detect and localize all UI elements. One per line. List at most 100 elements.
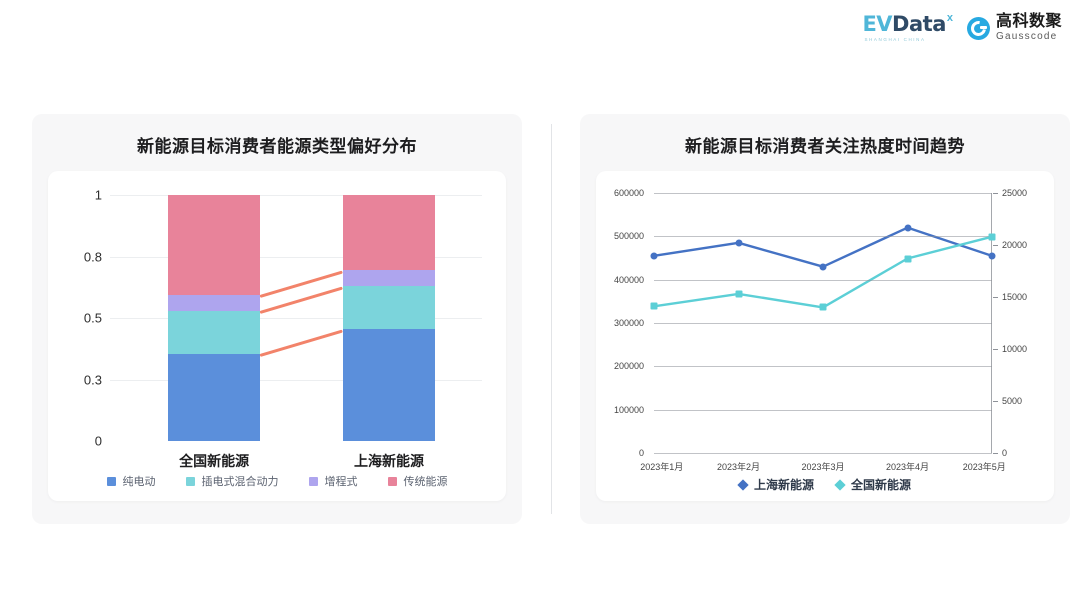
line-y-tick-left: 300000 [613, 318, 644, 328]
line-plot-area: 0 100000 200000 300000 400000 500000 600000 0 50… [614, 188, 1027, 472]
line-data-point[interactable] [735, 290, 742, 298]
line-chart-title: 新能源目标消费者关注热度时间趋势 [685, 137, 965, 156]
line-x-tick-label: 2023年2月 [716, 462, 761, 472]
gausscode-wordmark: 高科数聚 Gausscode [996, 14, 1062, 42]
legend-swatch-icon [106, 476, 116, 486]
line-y-tick-left: 200000 [613, 361, 644, 372]
line-data-point[interactable] [988, 252, 996, 260]
line-grid-line [654, 193, 992, 194]
evdata-superscript-icon: x [946, 12, 953, 24]
gausscode-circle-icon [966, 16, 990, 40]
bar-segment[interactable] [343, 329, 435, 441]
line-chart-legend: 上海新能源 全国新能源 [596, 476, 1054, 493]
bar-connector-line [259, 329, 344, 357]
line-data-point[interactable] [988, 233, 996, 241]
gausscode-logo: 高科数聚 Gausscode [966, 14, 1062, 42]
bar-segment[interactable] [343, 195, 435, 271]
bar-y-tick-label: 0 [94, 433, 102, 449]
bar-chart-plot: 0 0.3 0.5 0.8 1 全国新能源 上海新能源 纯电动 插电式混合动力 增程式 传统能源 [48, 171, 506, 501]
line-x-tick-label: 2023年1月 [640, 462, 684, 472]
evdata-tagline: SHANGHAI CHINA [864, 37, 926, 42]
line-data-point[interactable] [904, 224, 911, 232]
bar-segment[interactable] [168, 195, 261, 295]
legend-label: 传统能源 [403, 476, 448, 488]
line-data-point[interactable] [819, 263, 827, 271]
line-y-tick-left: 100000 [613, 404, 644, 415]
line-grid-line [654, 279, 992, 281]
line-data-point[interactable] [819, 303, 827, 311]
line-data-point[interactable] [650, 302, 658, 310]
legend-label: 增程式 [324, 476, 358, 488]
legend-label: 插电式混合动力 [201, 476, 279, 488]
bar-stack[interactable] [343, 195, 435, 441]
line-grid-line [654, 453, 992, 454]
legend-label: 纯电动 [122, 476, 156, 488]
bar-category-label: 全国新能源 [179, 453, 250, 469]
line-y-tick-right: 10000 [992, 344, 1028, 354]
gausscode-name-cn: 高科数聚 [995, 13, 1062, 30]
bar-y-tick-label: 0.3 [83, 372, 102, 387]
line-x-tick-label: 2023年3月 [801, 462, 845, 472]
legend-item[interactable]: 插电式混合动力 [185, 473, 279, 489]
line-y-tick-right: 5000 [992, 396, 1023, 406]
line-y-tick-right: 25000 [992, 188, 1028, 198]
legend-swatch-icon [185, 476, 195, 486]
bar-grid-line [110, 256, 482, 258]
legend-item[interactable]: 增程式 [308, 473, 358, 489]
line-right-axis [991, 193, 992, 453]
line-y-tick-right: 0 [992, 448, 1008, 458]
line-x-tick-label: 2023年5月 [962, 462, 1006, 472]
bar-grid-line [110, 195, 482, 196]
line-y-tick-left: 600000 [613, 188, 644, 198]
bar-stack[interactable] [168, 195, 261, 441]
bar-connector-line [259, 270, 344, 298]
bar-segment[interactable] [168, 294, 261, 311]
legend-swatch-icon [387, 476, 397, 486]
bar-segment[interactable] [168, 310, 261, 354]
legend-marker-icon [834, 478, 846, 491]
card-line-chart: 新能源目标消费者关注热度时间趋势 0 100000 200000 300000 4000… [580, 114, 1070, 524]
line-grid-line [654, 236, 992, 238]
bar-y-tick-label: 0.8 [83, 249, 102, 264]
line-x-tick-label: 2023年4月 [885, 462, 930, 472]
legend-swatch-icon [308, 476, 318, 486]
evdata-logo: EV Data x SHANGHAI CHINA [862, 12, 953, 42]
legend-item[interactable]: 上海新能源 [737, 476, 814, 493]
bar-plot-area: 0 0.3 0.5 0.8 1 全国新能源 上海新能源 [84, 188, 482, 469]
legend-label: 全国新能源 [851, 478, 912, 492]
line-data-point[interactable] [904, 255, 911, 263]
evdata-suffix: Data [892, 12, 946, 36]
evdata-wordmark: EV Data x [862, 12, 953, 36]
line-grid-line [654, 409, 992, 411]
legend-item[interactable]: 传统能源 [387, 473, 448, 489]
evdata-prefix: EV [862, 12, 893, 36]
gausscode-name-en: Gausscode [995, 31, 1058, 42]
bar-y-tick-label: 0.5 [83, 310, 102, 326]
bar-segment[interactable] [343, 270, 435, 286]
charts-container: 新能源目标消费者能源类型偏好分布 0 0.3 0.5 0.8 1 全国新能源 上海新能源 纯… [32, 114, 1070, 524]
bar-chart-legend: 纯电动 插电式混合动力 增程式 传统能源 [48, 473, 506, 489]
bar-segment[interactable] [168, 353, 261, 441]
line-grid-line [654, 323, 992, 324]
panel-divider [522, 114, 580, 524]
line-chart-plot: 0 100000 200000 300000 400000 500000 600000 0 50… [596, 171, 1054, 501]
line-y-tick-left: 0 [638, 448, 644, 458]
legend-item[interactable]: 全国新能源 [834, 476, 912, 493]
line-y-tick-right: 15000 [992, 292, 1028, 302]
line-series-path [653, 226, 993, 268]
line-data-point[interactable] [650, 252, 658, 260]
line-y-tick-right: 20000 [992, 240, 1028, 250]
line-data-point[interactable] [735, 239, 742, 247]
card-bar-chart: 新能源目标消费者能源类型偏好分布 0 0.3 0.5 0.8 1 全国新能源 上海新能源 纯… [32, 114, 522, 524]
bar-grid-line [110, 379, 482, 381]
legend-item[interactable]: 纯电动 [106, 473, 156, 489]
bar-segment[interactable] [343, 286, 435, 330]
bar-chart-title: 新能源目标消费者能源类型偏好分布 [137, 137, 417, 156]
brand-header: EV Data x SHANGHAI CHINA 高科数聚 Gausscode [862, 12, 1062, 42]
bar-category-label: 上海新能源 [354, 453, 424, 469]
line-y-tick-left: 400000 [613, 274, 644, 285]
legend-marker-icon [737, 478, 749, 491]
bar-grid-line [110, 318, 482, 319]
line-grid-line [654, 366, 992, 368]
line-y-tick-left: 500000 [613, 231, 644, 242]
